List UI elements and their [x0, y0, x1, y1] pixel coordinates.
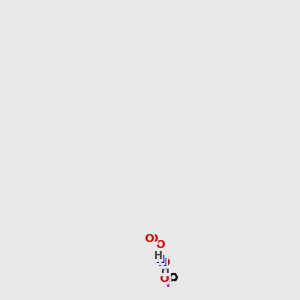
Text: H: H: [154, 251, 163, 261]
Text: H: H: [157, 258, 165, 268]
Text: N: N: [160, 266, 169, 275]
Text: I: I: [167, 277, 171, 290]
Text: O: O: [156, 239, 165, 250]
Text: O: O: [159, 274, 169, 284]
Text: H: H: [161, 266, 170, 275]
Text: O: O: [160, 258, 170, 268]
Text: O: O: [145, 233, 154, 244]
Text: N: N: [156, 255, 165, 265]
Text: N: N: [158, 258, 167, 268]
Text: O: O: [148, 235, 158, 244]
